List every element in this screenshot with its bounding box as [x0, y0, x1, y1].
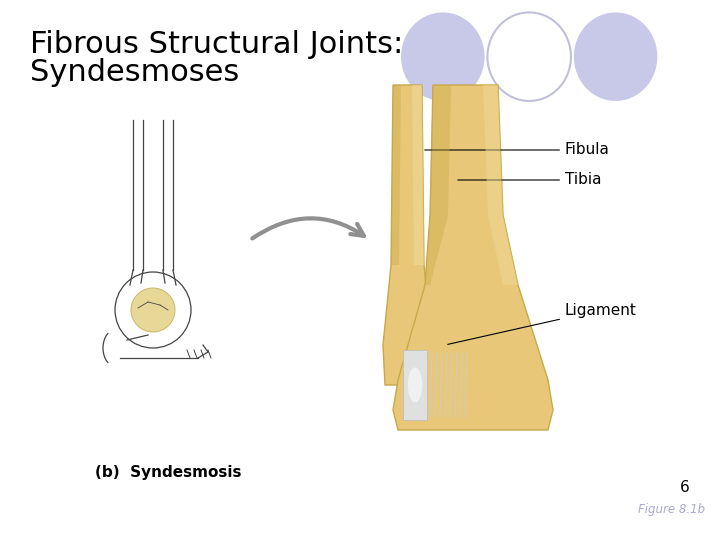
Ellipse shape	[574, 12, 657, 101]
Polygon shape	[483, 85, 518, 285]
Text: Syndesmoses: Syndesmoses	[30, 58, 239, 87]
Polygon shape	[412, 85, 424, 265]
Text: Fibula: Fibula	[425, 143, 610, 158]
Ellipse shape	[401, 12, 485, 101]
Polygon shape	[425, 85, 451, 285]
Text: (b)  Syndesmosis: (b) Syndesmosis	[95, 464, 241, 480]
Ellipse shape	[408, 368, 422, 402]
Polygon shape	[383, 85, 432, 385]
Text: 6: 6	[680, 481, 690, 496]
Text: Figure 8.1b: Figure 8.1b	[639, 503, 706, 516]
FancyArrowPatch shape	[252, 218, 364, 239]
Circle shape	[131, 288, 175, 332]
Polygon shape	[391, 85, 401, 265]
Polygon shape	[393, 85, 553, 430]
Text: Ligament: Ligament	[448, 302, 637, 345]
Ellipse shape	[487, 12, 571, 101]
Text: Fibrous Structural Joints:: Fibrous Structural Joints:	[30, 30, 403, 59]
Polygon shape	[403, 350, 427, 420]
Text: Tibia: Tibia	[458, 172, 601, 187]
